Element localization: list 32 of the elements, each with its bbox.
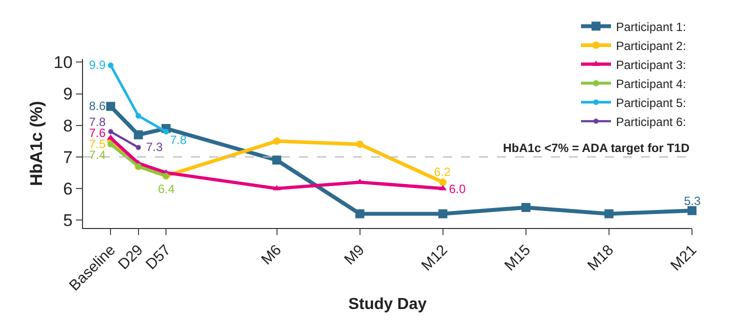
x-tick-label: M9 (341, 242, 368, 268)
y-tick-label: 5 (63, 211, 73, 230)
data-label: 7.8 (170, 133, 188, 147)
data-label: 6.2 (434, 165, 452, 179)
y-tick-label: 10 (54, 53, 73, 72)
data-label: 5.3 (684, 194, 702, 208)
legend-label: Participant 4: (616, 76, 686, 91)
y-tick-label: 7 (63, 148, 73, 167)
legend-label: Participant 6: (616, 114, 686, 129)
x-tick-label: M18 (584, 242, 618, 274)
data-label: 6.0 (449, 182, 466, 196)
x-tick-label: M21 (667, 242, 700, 274)
y-tick-label: 9 (63, 84, 73, 104)
data-label: 7.8 (89, 115, 106, 129)
data-label: 6.4 (158, 182, 176, 196)
legend-label: Participant 2: (616, 38, 686, 53)
data-label: 7.6 (89, 126, 106, 140)
y-tick-label: 8 (63, 116, 73, 136)
legend-label: Participant 5: (616, 96, 686, 110)
y-axis-title: HbA1c (%) (27, 100, 46, 186)
x-axis-title: Study Day (348, 296, 427, 314)
x-tick-label: M12 (418, 242, 451, 274)
legend-label: Participant 1: (616, 20, 686, 34)
ref-line-label: HbA1c <7% = ADA target for T1D (503, 141, 690, 155)
data-label: 8.6 (89, 99, 106, 113)
data-label: 7.4 (89, 148, 106, 162)
data-label: 7.3 (146, 140, 164, 154)
legend-label: Participant 3: (616, 58, 686, 72)
data-label: 9.9 (89, 58, 106, 72)
y-tick-label: 6 (63, 179, 73, 198)
data-label: 7.5 (89, 137, 106, 151)
x-tick-label: M6 (258, 242, 285, 268)
